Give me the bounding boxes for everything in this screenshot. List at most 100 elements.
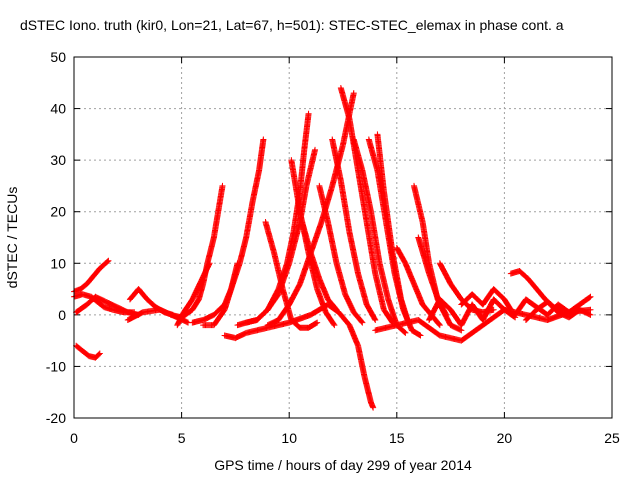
- data-series-30: [458, 286, 514, 313]
- data-series-markers: [355, 168, 370, 224]
- data-series-markers: [355, 343, 368, 379]
- x-tick-label: 5: [178, 430, 186, 446]
- data-series-markers: [189, 279, 204, 302]
- data-series-markers: [174, 310, 187, 328]
- x-tick-label: 20: [497, 430, 513, 446]
- data-series-markers: [355, 271, 370, 307]
- x-tick-label: 15: [389, 430, 405, 446]
- data-series-markers: [437, 332, 464, 344]
- data-series-markers: [398, 297, 411, 322]
- data-series-markers: [556, 302, 572, 315]
- data-series-4: [73, 342, 103, 361]
- data-series-markers: [196, 282, 206, 302]
- data-series-3: [73, 293, 142, 318]
- data-series-markers: [125, 309, 145, 323]
- data-series-markers: [325, 297, 339, 312]
- data-series-markers: [276, 302, 292, 323]
- data-series-markers: [577, 307, 593, 318]
- data-series-markers: [363, 220, 379, 276]
- data-series-markers: [409, 327, 423, 338]
- data-series-markers: [93, 351, 102, 360]
- data-series-markers: [480, 306, 496, 316]
- data-series-markers: [426, 297, 443, 322]
- data-series-markers: [104, 299, 119, 310]
- y-tick-label: 40: [50, 101, 66, 117]
- data-series-markers: [333, 261, 348, 297]
- y-tick-label: 10: [50, 255, 66, 271]
- data-series-markers: [308, 251, 322, 281]
- data-series-markers: [78, 281, 89, 292]
- data-series-28: [426, 296, 519, 329]
- data-series-markers: [374, 132, 387, 193]
- data-series-markers: [338, 86, 353, 121]
- data-series-markers: [448, 322, 464, 333]
- data-series-markers: [577, 294, 593, 307]
- data-series-markers: [297, 148, 308, 193]
- data-series-markers: [243, 199, 256, 240]
- data-series-markers: [372, 271, 387, 312]
- data-series-markers: [74, 302, 90, 315]
- data-series-33: [522, 298, 594, 324]
- data-series-markers: [385, 297, 400, 328]
- data-series-markers: [501, 297, 514, 312]
- data-series-markers: [437, 297, 453, 312]
- data-series-markers: [381, 307, 395, 325]
- data-series-markers: [215, 184, 226, 214]
- data-series-markers: [566, 302, 582, 315]
- data-series-markers: [80, 348, 92, 359]
- data-series-markers: [136, 286, 150, 302]
- data-series-markers: [325, 220, 340, 266]
- data-series-markers: [145, 297, 158, 310]
- data-series-markers: [181, 297, 195, 315]
- data-series-markers: [389, 251, 404, 302]
- data-series-markers: [198, 261, 213, 284]
- data-series-markers: [233, 330, 249, 341]
- data-series-markers: [74, 343, 85, 354]
- data-series-markers: [368, 209, 383, 266]
- x-tick-label: 10: [281, 430, 297, 446]
- data-series-markers: [394, 245, 408, 266]
- data-series-markers: [523, 297, 539, 310]
- data-series-markers: [201, 322, 216, 329]
- data-series-markers: [491, 286, 507, 302]
- data-series-markers: [419, 220, 432, 266]
- data-series-markers: [299, 220, 314, 255]
- data-series-markers: [262, 220, 277, 255]
- data-series-markers: [359, 168, 374, 214]
- data-series-markers: [394, 317, 421, 328]
- data-series-markers: [289, 317, 303, 330]
- y-tick-label: 50: [50, 49, 66, 65]
- data-series-markers: [361, 374, 374, 405]
- data-series-markers: [271, 251, 286, 291]
- data-series-markers: [204, 235, 217, 266]
- y-tick-label: -10: [46, 358, 66, 374]
- data-series-markers: [286, 220, 303, 266]
- grid-layer: [74, 57, 612, 418]
- data-series-markers: [244, 317, 259, 326]
- x-axis-title: GPS time / hours of day 299 of year 2014: [214, 457, 472, 473]
- data-series-markers: [228, 261, 241, 291]
- data-series-25: [411, 182, 450, 318]
- data-series-markers: [249, 168, 262, 204]
- data-series-19: [329, 136, 379, 324]
- data-series-markers: [141, 306, 162, 316]
- y-axis-title: dSTEC / TECUs: [4, 187, 20, 289]
- data-series-markers: [303, 147, 318, 188]
- data-series-markers: [72, 286, 83, 295]
- data-series-markers: [316, 184, 331, 224]
- y-tick-label: 0: [58, 307, 66, 323]
- data-series-markers: [254, 307, 270, 323]
- data-series-markers: [256, 137, 267, 173]
- data-series-21: [350, 136, 409, 336]
- data-series-markers: [115, 304, 130, 315]
- data-series-markers: [301, 111, 312, 152]
- data-series-markers: [95, 299, 107, 310]
- data-series-markers: [366, 137, 381, 173]
- data-series-1: [71, 257, 112, 295]
- data-series-markers: [459, 292, 475, 307]
- chart-title: dSTEC Iono. truth (kir0, Lon=21, Lat=67,…: [20, 17, 564, 33]
- data-series-markers: [306, 320, 320, 331]
- data-series-markers: [80, 291, 94, 300]
- data-series-markers: [288, 158, 303, 214]
- data-series-markers: [534, 286, 548, 302]
